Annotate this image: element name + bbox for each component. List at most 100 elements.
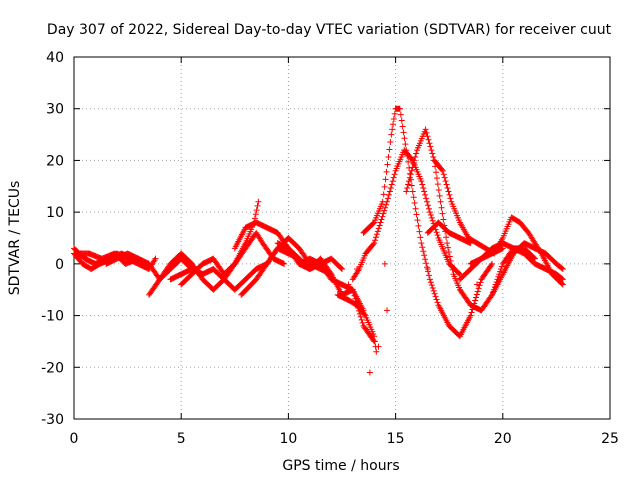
data-point [373, 231, 380, 238]
data-point [401, 135, 408, 142]
data-point [434, 299, 441, 306]
data-point [384, 195, 391, 202]
data-point [361, 311, 368, 318]
data-point [420, 185, 427, 192]
data-point [389, 126, 396, 133]
data-point [446, 191, 453, 198]
data-point [433, 229, 440, 236]
data-point [422, 191, 429, 198]
data-point [440, 216, 447, 223]
data-point [425, 205, 432, 212]
data-point [443, 181, 450, 188]
data-point [407, 171, 414, 178]
data-point [439, 167, 446, 174]
data-point [339, 266, 345, 273]
data-point [252, 211, 259, 218]
data-point [387, 139, 394, 146]
data-point [437, 198, 444, 205]
data-point [488, 293, 495, 300]
data-point [424, 198, 431, 205]
data-point [411, 199, 418, 206]
data-point [412, 205, 419, 212]
data-point [419, 244, 426, 251]
data-point [383, 201, 390, 208]
data-point [421, 252, 428, 259]
data-point [352, 295, 359, 302]
data-point [444, 240, 451, 247]
data-point [428, 214, 435, 221]
y-tick-label: 10 [46, 205, 64, 221]
data-point [385, 153, 392, 160]
x-tick-label: 0 [70, 431, 79, 447]
data-point [558, 275, 565, 282]
y-tick-label: 0 [55, 257, 64, 273]
data-point [473, 291, 480, 298]
data-point [498, 263, 505, 270]
x-tick-label: 5 [177, 431, 186, 447]
data-point [419, 181, 426, 188]
data-point [390, 116, 397, 123]
data-point [426, 276, 433, 283]
data-point [409, 188, 416, 195]
data-point [391, 171, 398, 178]
data-point [384, 307, 391, 314]
data-point [421, 188, 428, 195]
x-tick-label: 25 [601, 431, 619, 447]
data-point [436, 192, 443, 199]
data-point [476, 282, 483, 289]
data-point [426, 209, 433, 216]
data-point [388, 181, 395, 188]
data-point [434, 181, 441, 188]
data-point [370, 220, 377, 227]
x-tick-label: 10 [279, 431, 297, 447]
data-point [386, 188, 393, 195]
data-point [474, 288, 481, 295]
axis-ticks: 0 5 10 15 20 25 -30 -20 -10 0 10 20 30 40 [41, 50, 619, 447]
data-point [390, 121, 397, 128]
data-point [428, 282, 435, 289]
data-point [423, 129, 430, 136]
data-point [447, 195, 454, 202]
data-point [380, 210, 387, 217]
data-point [443, 234, 450, 241]
data-point [499, 245, 506, 252]
data-point [375, 343, 382, 350]
data-point [424, 133, 431, 140]
data-point [417, 234, 424, 241]
data-point [433, 175, 440, 182]
data-point [445, 188, 452, 195]
data-point [410, 194, 417, 201]
data-point [412, 153, 419, 160]
data-point [477, 279, 484, 286]
data-point [349, 286, 356, 293]
data-point [559, 266, 566, 273]
data-point [441, 174, 448, 181]
data-point [366, 369, 373, 376]
x-tick-label: 15 [387, 431, 405, 447]
data-point [475, 285, 482, 292]
data-point [370, 241, 377, 248]
data-point [408, 156, 415, 163]
data-point [371, 333, 378, 340]
data-point [398, 117, 405, 124]
data-point [446, 253, 453, 260]
data-point [456, 270, 463, 277]
data-point [255, 198, 262, 205]
data-point [428, 147, 435, 154]
data-point [531, 254, 538, 261]
data-point [415, 222, 422, 229]
data-point [388, 131, 395, 138]
data-point [400, 129, 407, 136]
data-point [338, 265, 345, 272]
y-axis-label: SDTVAR / TECUs [7, 181, 23, 296]
data-point [355, 267, 362, 274]
data-point [411, 157, 418, 164]
data-point [416, 228, 423, 235]
y-tick-label: -30 [41, 412, 64, 428]
data-point [381, 207, 388, 214]
data-point [447, 257, 454, 264]
data-point [427, 143, 434, 150]
data-point [420, 248, 427, 255]
data-point [387, 185, 394, 192]
